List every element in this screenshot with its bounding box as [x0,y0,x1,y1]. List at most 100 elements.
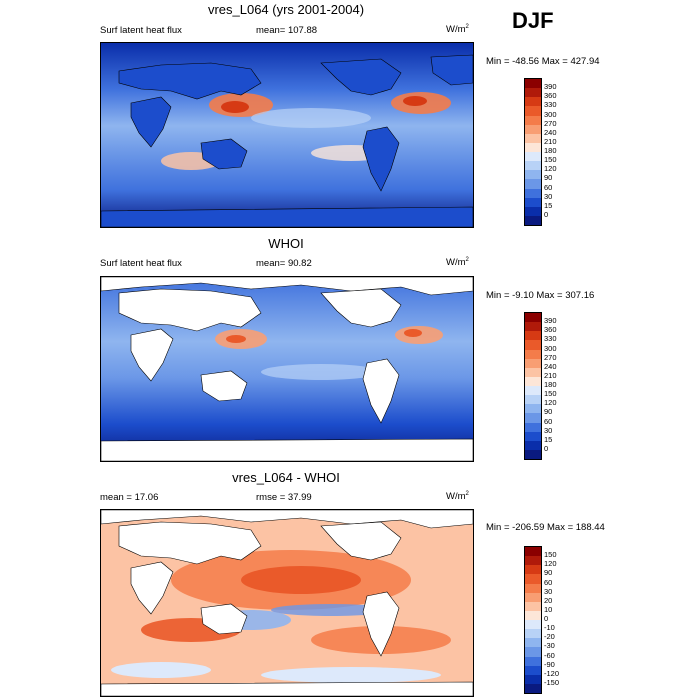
colorbar-swatch [525,574,541,584]
colorbar-tick-label: 60 [544,577,553,587]
colorbar-swatch [525,620,541,630]
colorbar-swatch [525,197,541,207]
colorbar-swatch [525,656,541,666]
colorbar-swatch [525,601,541,611]
colorbar-tick-label: 270 [544,352,557,362]
colorbar-swatch [525,106,541,116]
colorbar-swatch [525,313,541,323]
colorbar-tick-label: 90 [544,407,553,417]
colorbar-tick-label: 270 [544,118,557,128]
colorbar-tick-label: 10 [544,604,553,614]
panel3-rmse-label: rmse = 37.99 [256,492,312,503]
colorbar-swatch [525,115,541,125]
colorbar-tick-label: 120 [544,398,557,408]
colorbar-tick-label: -20 [544,632,555,642]
panel3-mean-label: mean = 17.06 [100,492,159,503]
panel2-map [100,276,474,462]
colorbar-swatch [525,583,541,593]
colorbar-tick-label: 90 [544,173,553,183]
colorbar-tick-label: 300 [544,343,557,353]
panel1-mean-label: mean= 107.88 [256,25,318,36]
colorbar-tick-label: 330 [544,100,557,110]
colorbar-tick-label: 30 [544,586,553,596]
colorbar-swatch [525,547,541,557]
colorbar-tick-label: 180 [544,146,557,155]
panel3-map [100,509,474,697]
colorbar-tick-label: 180 [544,380,557,389]
season-title: DJF [512,8,554,33]
colorbar-swatch [525,674,541,684]
colorbar-swatch [525,349,541,359]
colorbar-tick-label: -60 [544,650,555,660]
colorbar-swatch [525,683,541,693]
colorbar-tick-label: 15 [544,434,553,444]
colorbar-tick-label: 240 [544,127,557,137]
colorbar-tick-label: 150 [544,389,557,399]
colorbar-swatch [525,367,541,377]
colorbar-tick-label: 240 [544,361,557,371]
panel1-map [100,42,474,228]
colorbar-swatch [525,340,541,350]
colorbar-tick-label: 0 [544,614,549,623]
colorbar-tick-label: 90 [544,568,553,578]
colorbar-tick-label: 390 [544,316,557,326]
colorbar-swatch [525,629,541,639]
colorbar-swatch [525,665,541,675]
colorbar-swatch [525,440,541,450]
colorbar-swatch [525,358,541,368]
panel2-units: W/m2 [446,257,469,269]
colorbar-tick-label: 210 [544,136,557,146]
colorbar-swatch [525,638,541,648]
colorbar-tick-label: 300 [544,109,557,119]
colorbar-swatch [525,142,541,152]
colorbar-swatch [525,179,541,189]
colorbar-swatch [525,647,541,657]
colorbar-swatch [525,592,541,602]
panel2-minmax: Min = -9.10 Max = 307.16 [486,290,595,301]
colorbar-tick-label: 330 [544,334,557,344]
colorbar-swatch [525,449,541,459]
panel3-colorbar [524,546,542,694]
colorbar-swatch [525,376,541,386]
colorbar-swatch [525,215,541,225]
colorbar-tick-label: -90 [544,659,555,669]
colorbar-tick-label: -30 [544,641,555,651]
colorbar-tick-label: 120 [544,164,557,174]
panel2-title: WHOI [268,236,304,251]
colorbar-tick-label: 210 [544,370,557,380]
colorbar-swatch [525,152,541,162]
panel3-colorbar-labels: 150 120 90 60 30 20 10 0 -10 -20 -30 -60 -90 -120 -150 [544,546,584,692]
colorbar-tick-label: 60 [544,416,553,426]
panel1-left-label: Surf latent heat flux [100,25,182,36]
colorbar-swatch [525,610,541,620]
colorbar-tick-label: 150 [544,550,557,560]
colorbar-swatch [525,124,541,134]
colorbar-swatch [525,161,541,171]
colorbar-tick-label: 30 [544,425,553,435]
panel1-minmax: Min = -48.56 Max = 427.94 [486,56,600,67]
colorbar-swatch [525,331,541,341]
panel2-colorbar [524,312,542,460]
panel2-left-label: Surf latent heat flux [100,258,182,269]
colorbar-tick-label: 390 [544,82,557,92]
colorbar-tick-label: 0 [544,443,549,453]
colorbar-swatch [525,322,541,332]
colorbar-swatch [525,88,541,98]
colorbar-tick-label: -10 [544,623,555,633]
colorbar-swatch [525,395,541,405]
panel1-title: vres_L064 (yrs 2001-2004) [207,2,365,17]
colorbar-tick-label: 20 [544,595,553,605]
colorbar-swatch [525,413,541,423]
colorbar-swatch [525,170,541,180]
colorbar-swatch [525,404,541,414]
colorbar-tick-label: 360 [544,325,557,335]
colorbar-swatch [525,422,541,432]
panel1-units: W/m2 [446,24,469,36]
panel1-colorbar [524,78,542,226]
colorbar-tick-label: 60 [544,182,553,192]
colorbar-tick-label: 150 [544,155,557,165]
colorbar-swatch [525,206,541,216]
colorbar-swatch [525,97,541,107]
colorbar-tick-label: -120 [544,668,560,678]
panel2-colorbar-labels: 390 360 330 300 270 240 210 180 150 120 90 60 30 15 0 [544,312,584,458]
